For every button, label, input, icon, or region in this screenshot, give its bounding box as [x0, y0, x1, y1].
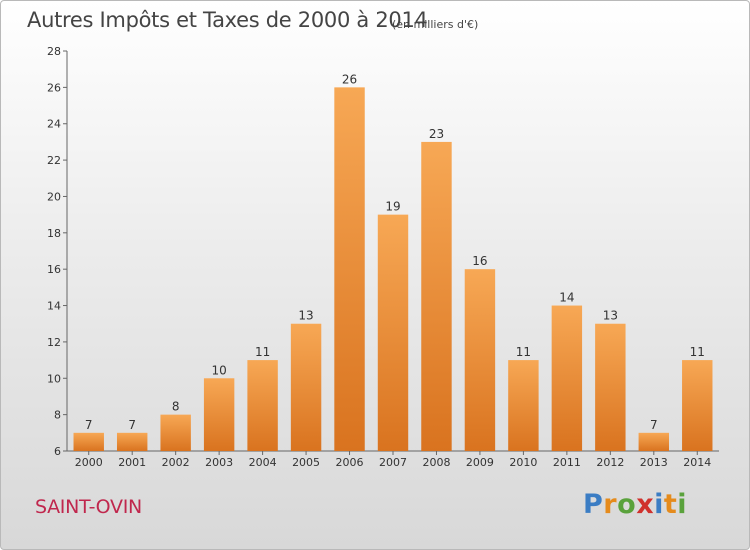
bar: [73, 432, 104, 451]
x-tick-label: 2003: [205, 456, 233, 469]
y-tick-label: 20: [47, 190, 61, 203]
bar: [377, 214, 409, 451]
chart-title: Autres Impôts et Taxes de 2000 à 2014: [27, 8, 428, 32]
bar-value-label: 11: [255, 345, 270, 359]
y-tick-label: 6: [54, 445, 61, 458]
x-tick-label: 2002: [162, 456, 190, 469]
logo-letter: t: [663, 489, 678, 520]
bar-value-label: 8: [172, 400, 180, 414]
bar-value-label: 11: [516, 345, 531, 359]
bar-value-label: 19: [385, 200, 400, 214]
logo-letter: P: [583, 489, 604, 520]
y-tick-label: 16: [47, 263, 61, 276]
logo-letter: o: [617, 489, 637, 520]
x-axis: 2000 2001 2002 2003 2004 2005 2006 2007 2008 2009…: [67, 450, 719, 469]
bar-value-label: 16: [472, 254, 487, 268]
x-tick-label: 2013: [640, 456, 668, 469]
y-tick-label: 12: [47, 336, 61, 349]
bar-value-labels: 7 7 8 10 11 13 26 19 23 16 11 14 13 7 11: [85, 72, 705, 431]
bar-value-label: 13: [603, 309, 618, 323]
x-tick-label: 2010: [509, 456, 537, 469]
bar-value-label: 7: [650, 418, 658, 432]
x-tick-label: 2000: [75, 456, 103, 469]
bar-value-label: 26: [342, 72, 357, 86]
bar-value-label: 13: [298, 309, 313, 323]
y-tick-label: 26: [47, 81, 61, 94]
bar: [160, 414, 191, 451]
bar: [247, 360, 278, 451]
bar: [116, 432, 148, 451]
x-tick-label: 2005: [292, 456, 320, 469]
bar: [464, 269, 496, 451]
x-tick-label: 2012: [596, 456, 624, 469]
bars: [73, 87, 713, 451]
logo-letter: x: [636, 489, 655, 520]
y-tick-label: 8: [54, 409, 61, 422]
y-tick-label: 24: [47, 118, 61, 131]
y-tick-label: 18: [47, 227, 61, 240]
y-tick-label: 10: [47, 372, 61, 385]
chart-subtitle: (en milliers d'€): [392, 18, 479, 31]
bar: [638, 432, 670, 451]
y-tick-label: 14: [47, 300, 61, 313]
commune-name: SAINT-OVIN: [35, 496, 142, 518]
bar-value-label: 23: [429, 127, 444, 141]
bar-value-label: 10: [211, 363, 226, 377]
proxiti-logo[interactable]: Proxiti: [583, 489, 687, 520]
y-tick-label: 22: [47, 154, 61, 167]
x-tick-label: 2007: [379, 456, 407, 469]
bar: [682, 360, 713, 451]
logo-letter: r: [603, 489, 618, 520]
bar: [334, 87, 365, 451]
x-tick-label: 2009: [466, 456, 494, 469]
x-tick-label: 2008: [422, 456, 450, 469]
bar: [203, 378, 235, 451]
bar: [595, 323, 626, 451]
bar: [421, 141, 452, 451]
x-tick-label: 2014: [683, 456, 711, 469]
bar: [551, 305, 583, 451]
bar: [290, 323, 322, 451]
x-tick-label: 2011: [553, 456, 581, 469]
logo-letter: i: [677, 489, 688, 520]
x-tick-label: 2001: [118, 456, 146, 469]
bar-value-label: 7: [128, 418, 136, 432]
bar-value-label: 11: [690, 345, 705, 359]
y-axis: 6 8 10 12 14 16 18 20 22 24 26 28: [47, 45, 68, 458]
bar: [508, 360, 539, 451]
bar-value-label: 7: [85, 418, 93, 432]
x-tick-label: 2004: [249, 456, 277, 469]
bar-value-label: 14: [559, 291, 574, 305]
logo-letter: i: [654, 489, 664, 520]
y-tick-label: 28: [47, 45, 61, 58]
x-tick-label: 2006: [336, 456, 364, 469]
